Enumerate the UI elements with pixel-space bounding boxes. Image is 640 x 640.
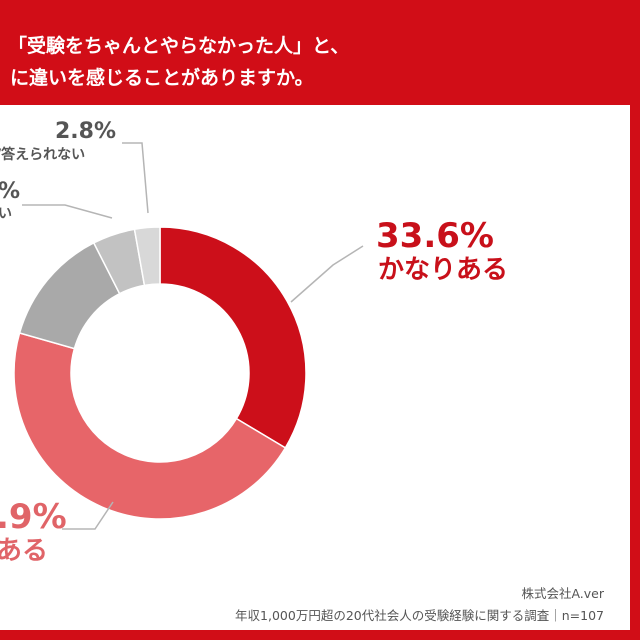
slice-label-pct-small-4: %: [0, 179, 21, 204]
chart-title: 「受験をちゃんとやらなかった人」と、 に違いを感じることがありますか。: [0, 0, 640, 105]
title-line-2: に違いを感じることがありますか。: [10, 67, 314, 89]
leader-line-small-4: [22, 204, 113, 219]
title-line-1: 「受験をちゃんとやらなかった人」と、: [8, 35, 350, 57]
slice-label-aru: ある: [0, 536, 49, 566]
slice-label-pct-aru: .9%: [0, 497, 67, 537]
donut-slice-aru: [13, 332, 287, 520]
chart-panel: 33.6% かなりある .9% ある % い 2.8% /答えられない 株式会社…: [0, 105, 630, 630]
slice-label-pct-kanari-aru: 33.6%: [376, 216, 494, 256]
slice-label-kanari-aru: かなりある: [378, 255, 509, 285]
slice-label-small-5: /答えられない: [0, 147, 86, 163]
leader-line-kanari-aru: [290, 245, 364, 303]
slice-label-pct-small-5: 2.8%: [55, 119, 117, 144]
footer-survey: 年収1,000万円超の20代社会人の受験経験に関する調査｜n=107: [235, 608, 604, 623]
leader-line-aru: [62, 501, 114, 530]
slice-label-small-4: い: [0, 206, 12, 222]
donut-chart: [13, 142, 364, 530]
donut-slice-kanari-aru: [159, 226, 307, 449]
donut-slice-small-5: [133, 226, 161, 287]
leader-line-small-5: [122, 142, 149, 214]
footer-company: 株式会社A.ver: [521, 586, 604, 601]
